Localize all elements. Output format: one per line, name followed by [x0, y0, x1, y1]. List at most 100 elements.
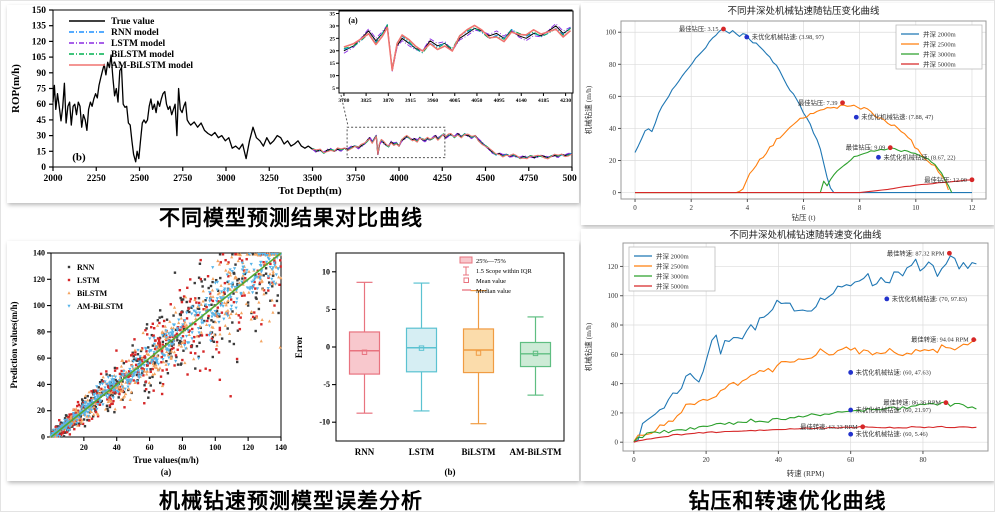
svg-text:转速 (RPM): 转速 (RPM): [787, 468, 825, 478]
svg-text:RNN: RNN: [77, 263, 95, 272]
svg-text:最佳转速: 63.33 RPM: 最佳转速: 63.33 RPM: [800, 422, 858, 431]
svg-text:Error: Error: [294, 336, 304, 358]
svg-text:40: 40: [609, 125, 617, 133]
svg-text:最佳转速: 86.36 RPM: 最佳转速: 86.36 RPM: [883, 398, 941, 407]
svg-text:75: 75: [37, 85, 47, 95]
svg-text:最佳转速: 87.32 RPM: 最佳转速: 87.32 RPM: [887, 248, 945, 257]
svg-text:2000: 2000: [44, 174, 63, 184]
svg-text:Tot Depth(m): Tot Depth(m): [278, 185, 342, 197]
svg-text:井深 2000m: 井深 2000m: [923, 30, 956, 39]
svg-text:BiLSTM model: BiLSTM model: [111, 50, 174, 60]
svg-text:100: 100: [209, 443, 221, 452]
svg-text:井深 3000m: 井深 3000m: [656, 272, 689, 281]
svg-text:井深 2500m: 井深 2500m: [656, 262, 689, 271]
svg-text:10: 10: [330, 74, 336, 80]
svg-text:4: 4: [746, 204, 750, 212]
svg-text:未优化机械钻速: (7.88, 47): 未优化机械钻速: (7.88, 47): [861, 112, 933, 121]
svg-text:120: 120: [33, 275, 45, 284]
svg-text:4095: 4095: [494, 98, 505, 104]
svg-text:最佳钻压: 12.00: 最佳钻压: 12.00: [924, 175, 967, 184]
error-boxplot-chart: -10 -5 0 5 10 Error RNN LSTM BiLSTM AM-BiLSTM (b) 2…: [294, 252, 565, 477]
panel-error-analysis: 20 40 60 80 100 120 140 0 20 40 60 80 100 120 140 True …: [7, 241, 579, 481]
panel-rop-comparison: 0 15 30 45 60 75 90 105 120 135 150 2000 2250 2500 275…: [7, 5, 579, 203]
svg-text:40: 40: [113, 443, 121, 452]
svg-text:True value: True value: [111, 17, 154, 27]
svg-text:未优化机械钻速: (60, 5.46): 未优化机械钻速: (60, 5.46): [856, 429, 928, 438]
svg-text:(a): (a): [348, 16, 358, 25]
svg-text:45: 45: [37, 116, 47, 126]
svg-text:25: 25: [330, 36, 336, 42]
svg-text:4050: 4050: [471, 98, 482, 104]
svg-text:20: 20: [609, 157, 617, 165]
svg-text:100: 100: [608, 292, 619, 300]
svg-text:135: 135: [32, 22, 47, 32]
caption-rop-comparison: 不同模型预测结果对比曲线: [159, 207, 423, 230]
svg-text:不同井深处机械钻速随转速变化曲线: 不同井深处机械钻速随转速变化曲线: [729, 229, 882, 241]
svg-text:未优化机械钻速: (70, 97.83): 未优化机械钻速: (70, 97.83): [892, 294, 967, 303]
svg-text:80: 80: [178, 443, 186, 452]
svg-text:100: 100: [606, 29, 617, 37]
svg-text:105: 105: [32, 53, 47, 63]
svg-text:4005: 4005: [449, 98, 460, 104]
svg-text:30: 30: [37, 132, 47, 142]
svg-text:RNN model: RNN model: [111, 28, 159, 38]
svg-text:8: 8: [858, 204, 862, 212]
svg-text:0: 0: [632, 456, 636, 464]
svg-text:20: 20: [80, 443, 88, 452]
svg-text:3000: 3000: [217, 174, 236, 184]
svg-text:10: 10: [322, 267, 330, 276]
svg-text:3750: 3750: [346, 174, 365, 184]
svg-text:BiLSTM: BiLSTM: [461, 447, 496, 457]
svg-text:1.5 Scope within IQR: 1.5 Scope within IQR: [476, 268, 532, 275]
svg-text:(a): (a): [161, 467, 172, 477]
svg-text:AM-BiLSTM: AM-BiLSTM: [77, 302, 124, 311]
svg-text:Median value: Median value: [476, 288, 511, 295]
svg-text:90: 90: [37, 69, 47, 79]
svg-text:0: 0: [326, 343, 330, 352]
svg-text:120: 120: [608, 263, 619, 271]
svg-text:未优化机械钻速: (3.98, 97): 未优化机械钻速: (3.98, 97): [752, 32, 824, 41]
svg-text:30: 30: [330, 24, 336, 30]
svg-text:80: 80: [37, 327, 45, 336]
svg-text:5: 5: [326, 305, 330, 314]
svg-text:40: 40: [775, 456, 783, 464]
svg-text:井深 3000m: 井深 3000m: [923, 50, 956, 59]
svg-text:4185: 4185: [538, 98, 549, 104]
svg-text:(b): (b): [72, 152, 86, 164]
svg-text:未优化机械钻速: (8.67, 22): 未优化机械钻速: (8.67, 22): [883, 152, 955, 161]
svg-text:最佳钻压: 7.39: 最佳钻压: 7.39: [798, 98, 838, 107]
svg-text:20: 20: [37, 406, 45, 415]
svg-text:4250: 4250: [433, 174, 452, 184]
svg-text:4230: 4230: [560, 98, 571, 104]
svg-text:LSTM model: LSTM model: [111, 39, 165, 49]
svg-text:5: 5: [332, 86, 335, 92]
svg-text:0: 0: [633, 204, 637, 212]
svg-text:25%—75%: 25%—75%: [476, 258, 506, 265]
svg-text:LSTM: LSTM: [409, 447, 435, 457]
svg-text:AM-BiLSTM model: AM-BiLSTM model: [111, 61, 193, 71]
svg-text:-10: -10: [319, 418, 330, 427]
svg-text:ROP(m/h): ROP(m/h): [10, 64, 22, 113]
svg-text:80: 80: [919, 456, 927, 464]
svg-text:0: 0: [615, 439, 619, 447]
svg-text:不同井深处机械钻速随钻压变化曲线: 不同井深处机械钻速随钻压变化曲线: [727, 5, 880, 17]
svg-text:20: 20: [703, 456, 711, 464]
svg-text:井深 2000m: 井深 2000m: [656, 252, 689, 261]
svg-text:140: 140: [275, 443, 287, 452]
svg-text:2500: 2500: [130, 174, 149, 184]
svg-text:2750: 2750: [173, 174, 192, 184]
svg-text:0: 0: [41, 163, 46, 173]
svg-text:4500: 4500: [476, 174, 495, 184]
prediction-scatter-chart: 20 40 60 80 100 120 140 0 20 40 60 80 100 120 140 True …: [9, 249, 287, 478]
svg-text:钻压 (t): 钻压 (t): [792, 212, 816, 222]
svg-text:4140: 4140: [516, 98, 527, 104]
svg-text:井深 2500m: 井深 2500m: [923, 40, 956, 49]
caption-error-analysis: 机械钻速预测模型误差分析: [159, 490, 423, 512]
svg-text:未优化机械钻速: (60, 21.97): 未优化机械钻速: (60, 21.97): [856, 405, 931, 414]
svg-text:150: 150: [32, 6, 47, 16]
svg-text:最佳钻压: 3.15: 最佳钻压: 3.15: [679, 24, 719, 33]
svg-text:6: 6: [802, 204, 806, 212]
svg-text:True values(m/h): True values(m/h): [133, 455, 199, 465]
